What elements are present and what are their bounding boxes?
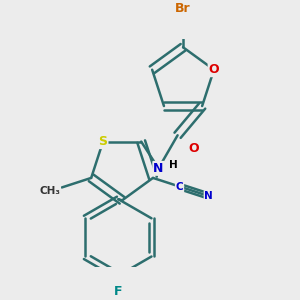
Text: S: S	[98, 135, 107, 148]
Text: N: N	[153, 162, 164, 175]
Text: N: N	[205, 191, 213, 201]
Text: C: C	[176, 182, 183, 191]
Text: H: H	[169, 160, 178, 170]
Text: CH₃: CH₃	[40, 186, 61, 196]
Text: Br: Br	[175, 2, 191, 15]
Text: O: O	[208, 63, 219, 76]
Text: F: F	[114, 285, 123, 298]
Text: O: O	[188, 142, 199, 155]
